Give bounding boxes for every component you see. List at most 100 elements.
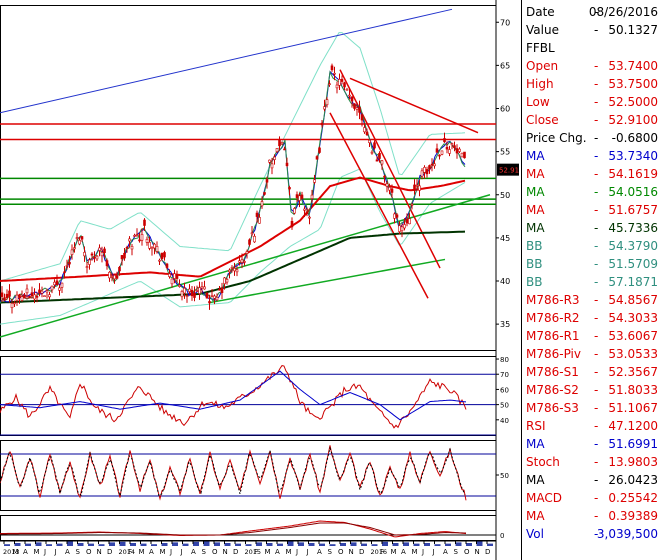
rsi-y-tick-label: 80 <box>500 356 509 364</box>
price-y-tick-label: 45 <box>500 234 510 243</box>
volume-bar <box>4 544 10 546</box>
volume-bar <box>287 541 294 546</box>
candle-body <box>363 127 366 133</box>
candle-body <box>3 297 6 301</box>
info-row-label: BB <box>526 239 543 253</box>
candle-body <box>105 260 109 267</box>
info-row-label: Vol <box>526 527 544 541</box>
candle-body <box>413 184 416 191</box>
x-tick-label: S <box>202 548 207 556</box>
info-row-value: 51.8033 <box>608 383 658 397</box>
info-row: High -53.7500 <box>522 75 661 93</box>
candle-body <box>223 277 226 285</box>
candle-body <box>20 296 24 301</box>
candle-body <box>73 247 76 250</box>
candle-body <box>180 291 184 298</box>
x-tick-label: J <box>54 548 57 556</box>
candle-body <box>50 285 54 291</box>
candle-body <box>195 290 199 292</box>
candle-body <box>260 201 264 207</box>
info-row-value: 53.7340 <box>608 149 658 163</box>
volume-bar <box>224 543 231 546</box>
info-row-label: Price Chg. <box>526 131 587 145</box>
info-row-separator: - <box>594 365 599 379</box>
candle-body <box>435 148 439 153</box>
x-tick-label: D <box>233 548 238 556</box>
x-tick-label: A <box>401 548 406 556</box>
info-row-separator: - <box>594 473 599 487</box>
candle-body <box>313 179 316 183</box>
info-row-value: 53.7500 <box>608 77 658 91</box>
x-tick-label: 2016 <box>371 548 388 556</box>
volume-bar <box>77 543 84 546</box>
info-row-separator: - <box>594 257 599 271</box>
info-row: Close -52.9100 <box>522 111 661 129</box>
candle-body <box>390 188 394 193</box>
info-row: MA -0.39389 <box>522 507 661 525</box>
candle-body <box>0 292 4 297</box>
candle-body <box>138 239 141 242</box>
volume-bar <box>371 544 378 546</box>
candle-body <box>83 252 86 257</box>
candle-body <box>33 294 36 300</box>
info-row-value: 54.1619 <box>608 167 658 181</box>
candle-body <box>360 114 364 121</box>
info-row-separator: - <box>594 59 599 73</box>
candle-body <box>35 296 39 298</box>
candle-body <box>100 252 104 257</box>
info-row-label: M786-S1 <box>526 365 579 379</box>
info-row: M786-R1-53.6067 <box>522 327 661 345</box>
x-tick-label: J <box>295 548 298 556</box>
info-row-separator: - <box>594 95 599 109</box>
price-y-tick-label: 60 <box>500 105 510 114</box>
x-tick-label: M <box>391 548 397 556</box>
info-row-label: Date <box>526 5 555 19</box>
info-row: MA -51.6757 <box>522 201 661 219</box>
candle-body <box>290 220 294 228</box>
chart-area[interactable]: 35 40 45 50 55 60 65 70 52.91 40 50 60 70 80 50 0 2013 M A… <box>0 0 520 560</box>
candle-body <box>265 179 269 183</box>
volume-bar <box>445 543 451 546</box>
candle-body <box>150 247 154 250</box>
candle-body <box>163 252 166 258</box>
volume-bar <box>392 543 399 546</box>
candle-body <box>268 159 271 163</box>
info-row-value: 3,039,500 <box>596 527 658 541</box>
candle-body <box>120 255 124 260</box>
x-tick-label: M <box>412 548 418 556</box>
candle-body <box>445 146 449 150</box>
candle-body <box>325 99 329 106</box>
x-tick-label: J <box>432 548 435 556</box>
info-row-label: MA <box>526 149 545 163</box>
candle-body <box>310 194 314 199</box>
volume-bar <box>161 543 168 546</box>
x-tick-label: S <box>328 548 333 556</box>
candle-body <box>153 243 156 249</box>
volume-bar <box>329 544 336 546</box>
candle-body <box>103 248 106 254</box>
x-tick-label: A <box>275 548 280 556</box>
candle-body <box>210 295 214 297</box>
candle-body <box>80 236 84 240</box>
info-row-separator: - <box>594 275 599 289</box>
candle-body <box>255 212 259 217</box>
volume-bar <box>413 543 420 546</box>
x-tick-label: A <box>191 548 196 556</box>
candle-body <box>295 194 299 198</box>
candle-body <box>365 131 369 136</box>
info-row-value: 26.0423 <box>608 473 658 487</box>
bollinger-upper-line <box>0 32 466 282</box>
x-tick-label: A <box>443 548 448 556</box>
volume-bar <box>119 541 126 546</box>
candle-body <box>165 263 169 268</box>
candle-body <box>128 238 131 242</box>
info-row-label: MA <box>526 203 545 217</box>
candle-body <box>235 269 239 273</box>
long-moving-average-line <box>0 230 466 304</box>
candle-body <box>388 186 391 191</box>
candle-body <box>208 301 211 304</box>
candle-body <box>60 282 64 288</box>
candle-body <box>315 156 319 160</box>
candle-body <box>63 271 66 274</box>
